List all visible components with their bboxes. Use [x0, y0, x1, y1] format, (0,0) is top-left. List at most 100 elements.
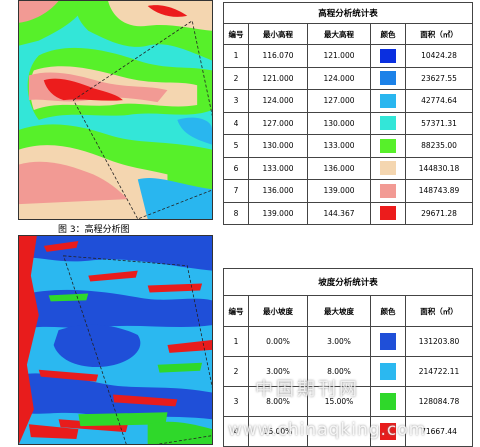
- cell-color: [370, 66, 406, 90]
- cell-max: 136.000: [307, 156, 371, 180]
- cell-area: 10424.28: [405, 44, 473, 68]
- cell-min: 116.070: [248, 44, 308, 68]
- cell-color: [370, 356, 406, 387]
- cell-area: 88235.00: [405, 134, 473, 158]
- table-row: 5 130.000 133.000 88235.00: [223, 134, 473, 158]
- cell-area: 71667.44: [405, 416, 473, 447]
- cell-id: 8: [223, 201, 249, 225]
- cell-area: 131203.80: [405, 326, 473, 357]
- table-row: 4 127.000 130.000 57371.31: [223, 111, 473, 135]
- color-swatch: [380, 206, 396, 221]
- cell-min: 8.00%: [248, 386, 308, 417]
- cell-area: 57371.31: [405, 111, 473, 135]
- cell-min: 0.00%: [248, 326, 308, 357]
- header-color: 颜色: [370, 23, 406, 45]
- table-row: 2 121.000 124.000 23627.55: [223, 66, 473, 90]
- color-swatch: [380, 161, 396, 176]
- cell-min: 121.000: [248, 66, 308, 90]
- header-area: 面积（㎡）: [405, 295, 473, 327]
- cell-color: [370, 89, 406, 113]
- elevation-analysis-map: [18, 0, 213, 220]
- color-swatch: [380, 363, 396, 380]
- cell-id: 4: [223, 416, 249, 447]
- cell-color: [370, 179, 406, 203]
- cell-max: 127.000: [307, 89, 371, 113]
- cell-max: [307, 416, 371, 447]
- figure-caption: 图 3：高程分析图: [58, 225, 130, 235]
- color-swatch: [380, 116, 396, 131]
- cell-min: 130.000: [248, 134, 308, 158]
- cell-max: 130.000: [307, 111, 371, 135]
- cell-color: [370, 44, 406, 68]
- cell-area: 128084.78: [405, 386, 473, 417]
- table-row: 8 139.000 144.367 29671.28: [223, 201, 473, 225]
- color-swatch: [380, 183, 396, 198]
- cell-id: 3: [223, 386, 249, 417]
- cell-min: 139.000: [248, 201, 308, 225]
- cell-color: [370, 134, 406, 158]
- header-max: 最大高程: [307, 23, 371, 45]
- cell-id: 1: [223, 326, 249, 357]
- table-row: 4 15.00% 71667.44: [223, 416, 473, 447]
- slope-table-title: 坡度分析统计表: [223, 268, 473, 296]
- cell-area: 148743.89: [405, 179, 473, 203]
- cell-id: 3: [223, 89, 249, 113]
- color-swatch: [380, 48, 396, 63]
- cell-color: [370, 201, 406, 225]
- cell-min: 133.000: [248, 156, 308, 180]
- slope-statistics-table: 坡度分析统计表 编号 最小坡度 最大坡度 颜色 面积（㎡） 1 0.00% 3.00…: [223, 268, 473, 447]
- color-swatch: [380, 393, 396, 410]
- cell-color: [370, 386, 406, 417]
- cell-min: 127.000: [248, 111, 308, 135]
- header-color: 颜色: [370, 295, 406, 327]
- cell-min: 3.00%: [248, 356, 308, 387]
- cell-max: 3.00%: [307, 326, 371, 357]
- header-max: 最大坡度: [307, 295, 371, 327]
- cell-min: 124.000: [248, 89, 308, 113]
- cell-color: [370, 326, 406, 357]
- table-row: 3 124.000 127.000 42774.64: [223, 89, 473, 113]
- elevation-table-title: 高程分析统计表: [223, 2, 473, 24]
- slope-table-header: 编号 最小坡度 最大坡度 颜色 面积（㎡）: [223, 295, 473, 327]
- table-row: 1 0.00% 3.00% 131203.80: [223, 326, 473, 357]
- cell-color: [370, 416, 406, 447]
- cell-min: 15.00%: [248, 416, 308, 447]
- cell-id: 2: [223, 356, 249, 387]
- cell-area: 23627.55: [405, 66, 473, 90]
- color-swatch: [380, 138, 396, 153]
- cell-id: 5: [223, 134, 249, 158]
- cell-area: 29671.28: [405, 201, 473, 225]
- cell-color: [370, 156, 406, 180]
- color-swatch: [380, 423, 396, 440]
- cell-id: 1: [223, 44, 249, 68]
- elevation-table-header: 编号 最小高程 最大高程 颜色 面积（㎡）: [223, 23, 473, 45]
- cell-max: 124.000: [307, 66, 371, 90]
- table-row: 3 8.00% 15.00% 128084.78: [223, 386, 473, 417]
- cell-color: [370, 111, 406, 135]
- table-row: 2 3.00% 8.00% 214722.11: [223, 356, 473, 387]
- cell-min: 136.000: [248, 179, 308, 203]
- cell-area: 144830.18: [405, 156, 473, 180]
- table-row: 7 136.000 139.000 148743.89: [223, 179, 473, 203]
- table-row: 1 116.070 121.000 10424.28: [223, 44, 473, 68]
- cell-area: 42774.64: [405, 89, 473, 113]
- cell-max: 144.367: [307, 201, 371, 225]
- cell-id: 6: [223, 156, 249, 180]
- elevation-statistics-table: 高程分析统计表 编号 最小高程 最大高程 颜色 面积（㎡） 1 116.070 12…: [223, 2, 473, 225]
- cell-max: 15.00%: [307, 386, 371, 417]
- color-swatch: [380, 71, 396, 86]
- cell-max: 139.000: [307, 179, 371, 203]
- cell-id: 7: [223, 179, 249, 203]
- cell-max: 121.000: [307, 44, 371, 68]
- table-row: 6 133.000 136.000 144830.18: [223, 156, 473, 180]
- header-min: 最小坡度: [248, 295, 308, 327]
- slope-analysis-map: [18, 235, 213, 445]
- cell-id: 2: [223, 66, 249, 90]
- cell-max: 133.000: [307, 134, 371, 158]
- header-id: 编号: [223, 295, 249, 327]
- header-area: 面积（㎡）: [405, 23, 473, 45]
- header-min: 最小高程: [248, 23, 308, 45]
- cell-area: 214722.11: [405, 356, 473, 387]
- cell-max: 8.00%: [307, 356, 371, 387]
- header-id: 编号: [223, 23, 249, 45]
